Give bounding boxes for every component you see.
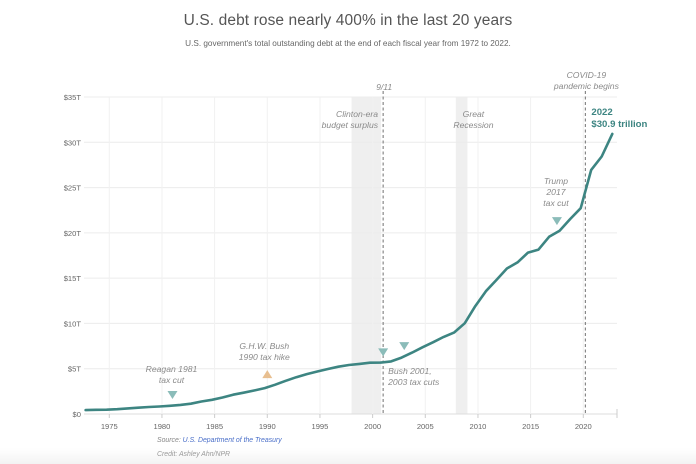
- marker-bush-2001-tax-cut-icon: [378, 348, 389, 357]
- shaded-periods: [351, 97, 468, 414]
- y-tick-label: $20T: [64, 229, 82, 238]
- annotation-bush-tax-hike: G.H.W. Bush 1990 tax hike: [239, 341, 290, 362]
- marker-bush-2003-tax-cut-icon: [399, 342, 410, 351]
- x-tick-label: 1995: [311, 422, 328, 431]
- debt-line: [84, 132, 614, 412]
- annotations: Clinton-era budget surplus Great Recession 9…: [146, 70, 648, 387]
- x-tick-label: 2015: [522, 422, 539, 431]
- x-tick-label: 2010: [470, 422, 487, 431]
- shade-great-recession: [455, 97, 468, 414]
- source-link[interactable]: U.S. Department of the Treasury: [182, 437, 282, 444]
- x-tick-label: 2000: [364, 422, 381, 431]
- marker-bush-tax-hike-icon: [262, 370, 273, 379]
- marker-reagan-tax-cut-icon: [167, 390, 178, 399]
- marker-trump-tax-cut-icon: [551, 217, 562, 226]
- x-tick-label: 2020: [575, 422, 592, 431]
- source-prefix: Source:: [157, 437, 183, 444]
- event-lines: [382, 91, 586, 414]
- credit-note: Credit: Ashley Ahn/NPR: [157, 451, 231, 458]
- annotation-9-11: 9/11: [376, 82, 392, 92]
- y-axis-ticks: $0 $5T $10T $15T $20T $25T $30T $35T: [64, 93, 82, 419]
- x-tick-label: 1980: [153, 422, 170, 431]
- annotation-clinton-surplus: Clinton-era budget surplus: [322, 109, 379, 130]
- y-tick-label: $5T: [68, 365, 81, 374]
- source-note: Source: U.S. Department of the Treasury: [157, 437, 282, 444]
- x-tick-label: 1985: [206, 422, 223, 431]
- chart-title: U.S. debt rose nearly 400% in the last 2…: [183, 12, 513, 29]
- shade-clinton-surplus: [351, 97, 382, 414]
- y-tick-label: $0: [73, 410, 81, 419]
- debt-series: [84, 132, 614, 412]
- end-value-label: 2022 $30.9 trillion: [591, 107, 647, 130]
- y-tick-label: $30T: [64, 138, 82, 147]
- x-axis-ticks: 1975 1980 1985 1990 1995 2000 2005 2010 2015 2020: [101, 422, 592, 431]
- x-tick-label: 1990: [259, 422, 276, 431]
- event-markers: [167, 217, 562, 399]
- x-tick-label: 1975: [101, 422, 118, 431]
- annotation-trump-tax-cut: Trump 2017 tax cut: [543, 176, 569, 208]
- y-tick-label: $35T: [64, 93, 82, 102]
- y-tick-label: $10T: [64, 319, 82, 328]
- y-tick-label: $25T: [64, 184, 82, 193]
- y-tick-label: $15T: [64, 274, 82, 283]
- annotation-great-recession: Great Recession: [453, 109, 493, 130]
- annotation-covid-19: COVID-19 pandemic begins: [553, 70, 620, 91]
- gridlines: [84, 96, 618, 418]
- chart-subtitle: U.S. government's total outstanding debt…: [185, 39, 511, 48]
- annotation-reagan-tax-cut: Reagan 1981 tax cut: [146, 364, 198, 385]
- x-tick-label: 2005: [417, 422, 434, 431]
- annotation-bush-tax-cuts: Bush 2001, 2003 tax cuts: [387, 366, 440, 387]
